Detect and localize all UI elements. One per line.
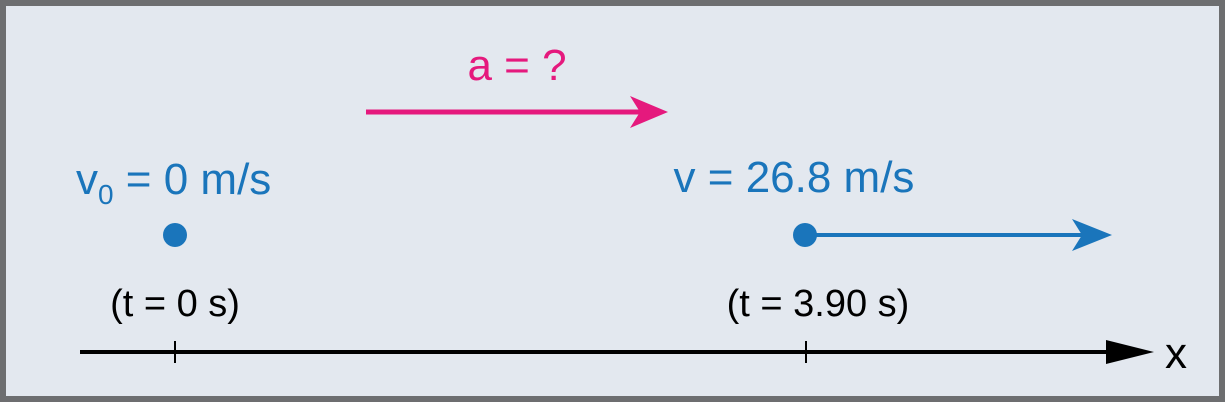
acceleration-label: a = ? xyxy=(467,41,566,90)
time-initial-label: (t = 0 s) xyxy=(110,283,240,325)
initial-velocity-symbol: v xyxy=(76,155,98,204)
time-final-label: (t = 3.90 s) xyxy=(727,283,910,325)
initial-position-dot xyxy=(163,223,187,247)
axis-label: x xyxy=(1165,329,1187,378)
position-axis xyxy=(80,340,1154,364)
initial-velocity-label: v0 = 0 m/s xyxy=(76,155,271,210)
initial-velocity-subscript: 0 xyxy=(98,179,114,210)
initial-velocity-value: = 0 m/s xyxy=(114,155,272,204)
acceleration-arrow xyxy=(366,96,668,128)
velocity-arrow xyxy=(805,219,1112,251)
final-velocity-label: v = 26.8 m/s xyxy=(674,153,915,202)
